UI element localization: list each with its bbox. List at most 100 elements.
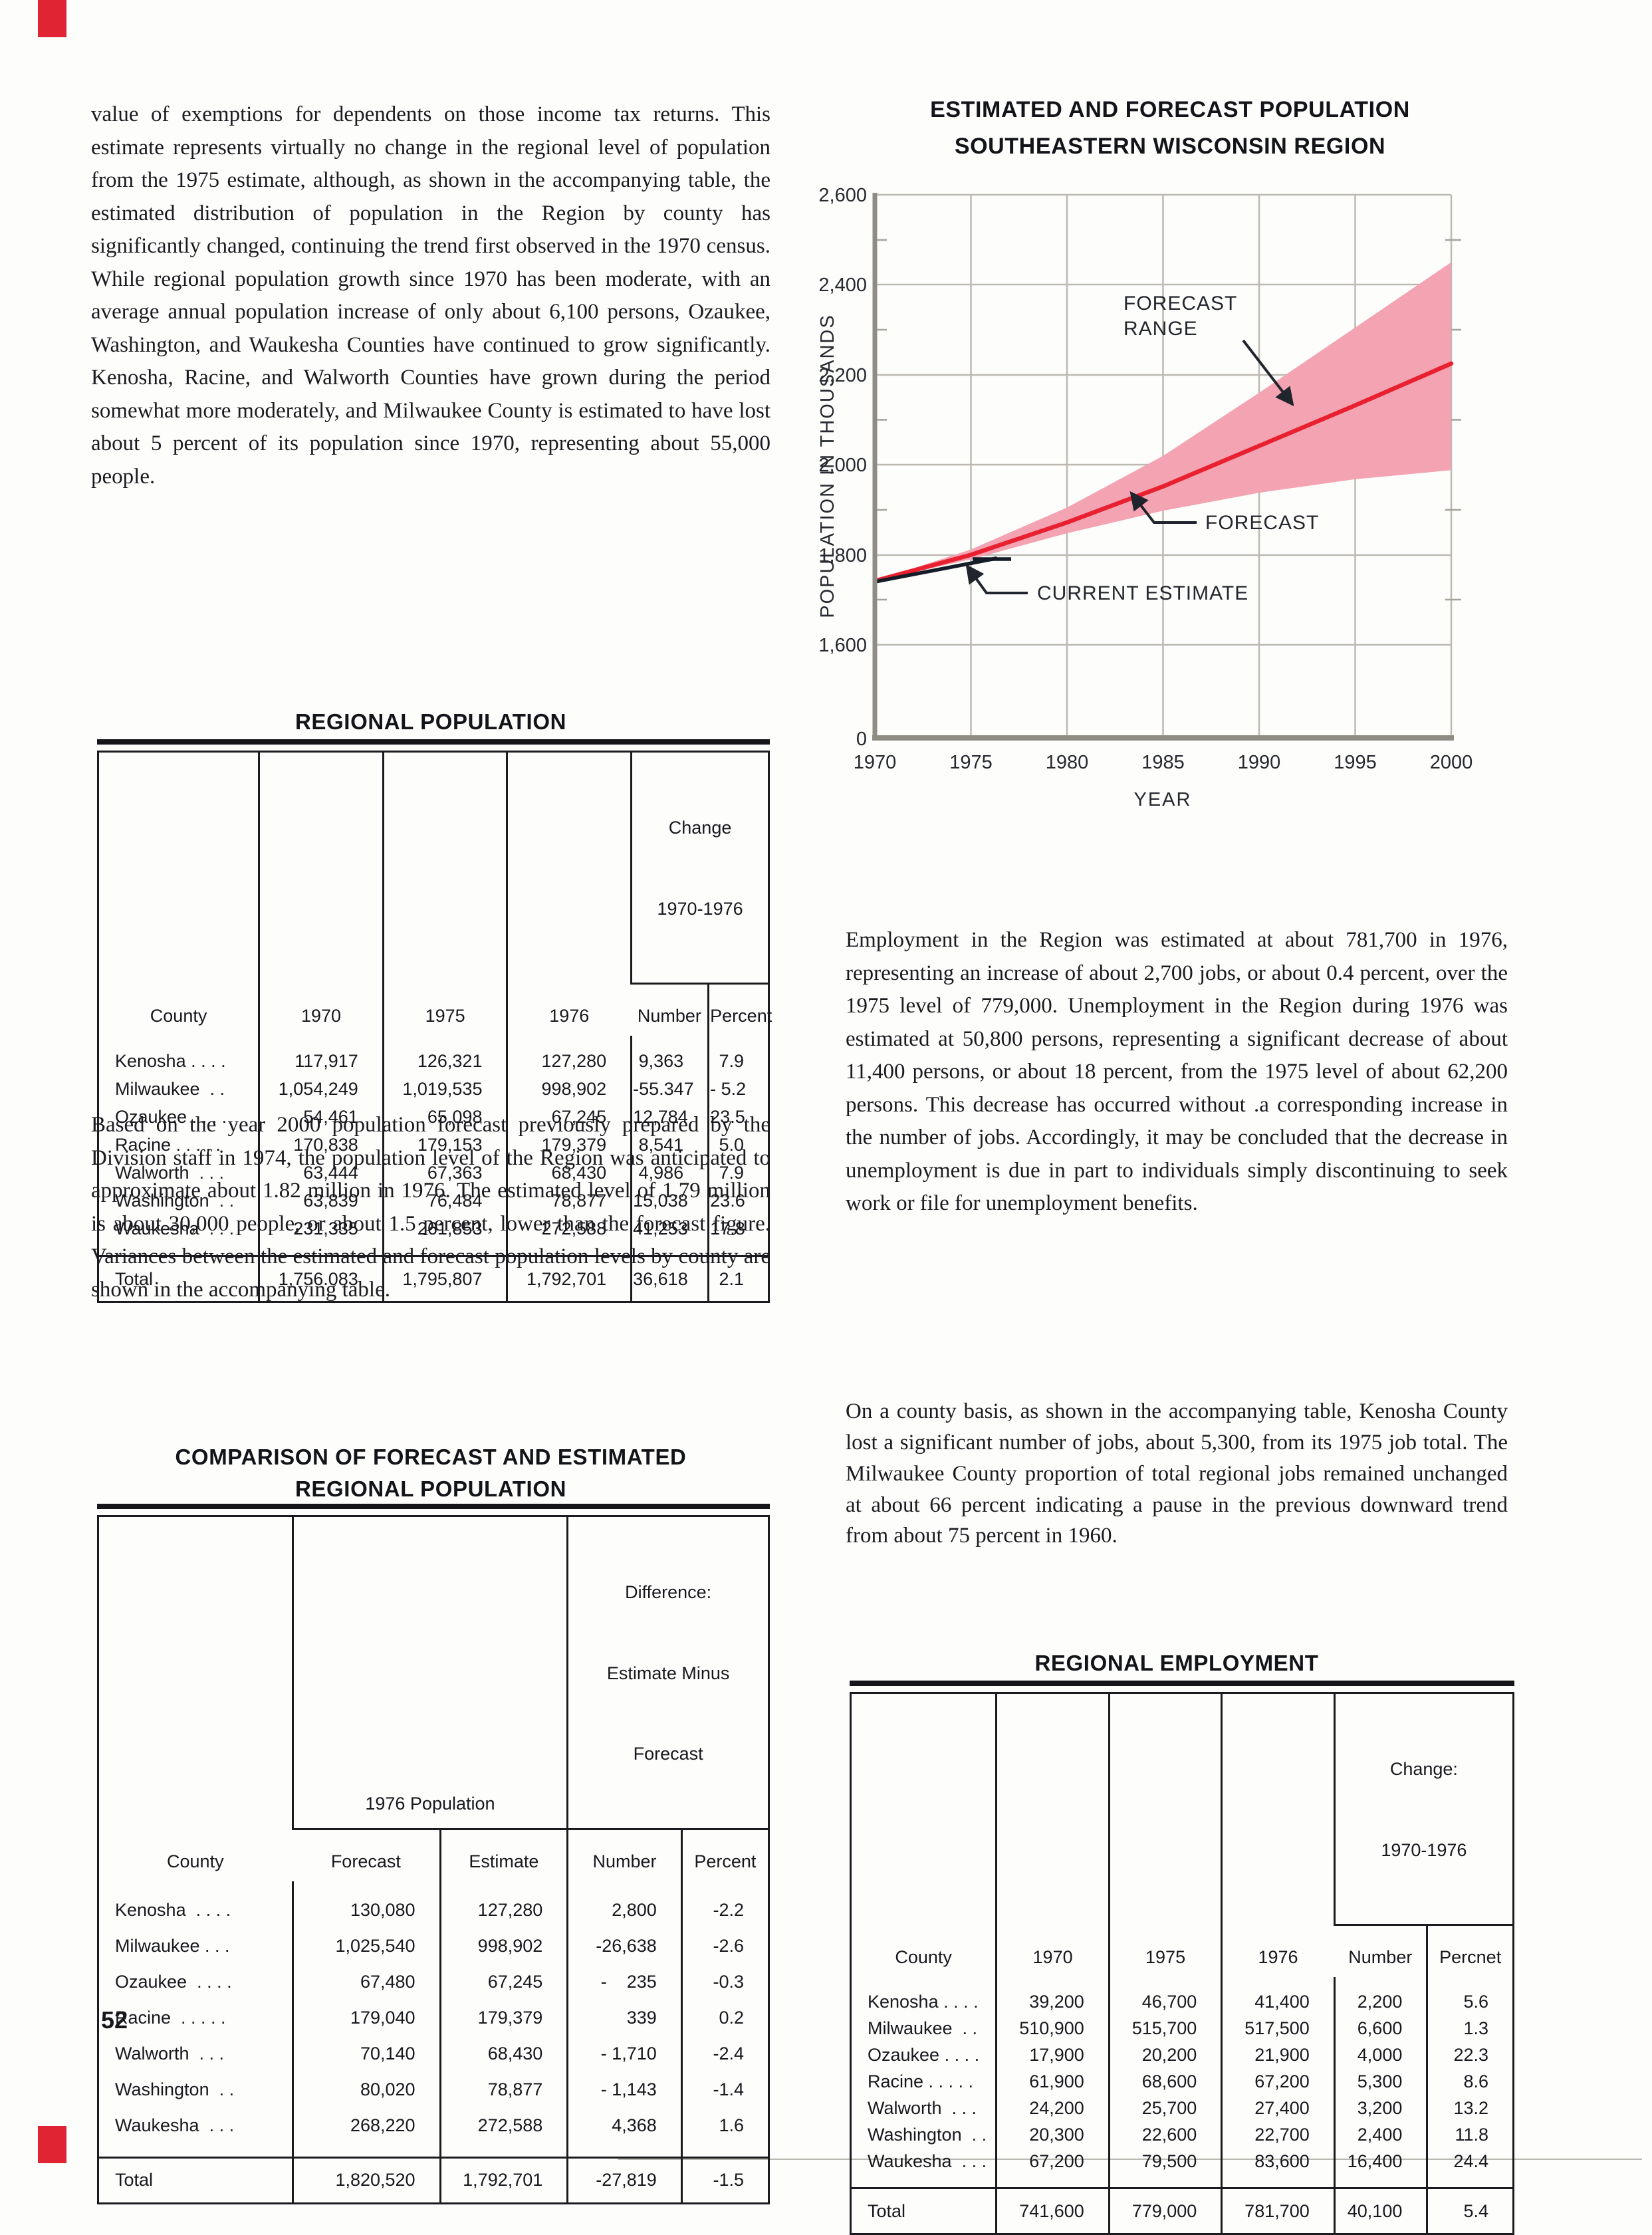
population-forecast-chart: 0 1,600 1,800 2,000 2,200 2,400 2,600 19… [817,185,1473,810]
page-number: 52 [101,2006,128,2034]
change-range: 1970-1976 [657,898,743,919]
column-header-1975: 1975 [382,751,507,1036]
column-header-1975: 1975 [1108,1693,1222,1977]
table-row: Walworth . . . 70,140 68,430- 1,710 -2.4 [98,2036,769,2072]
body-paragraph-forecast-comparison: Based on the year 2000 population foreca… [91,1113,770,1302]
red-corner-mark-top [38,0,66,37]
table-body: Kenosha . . . . 130,080 127,280 2,800 -2.2 Mi… [98,1881,769,2157]
current-estimate-line [873,556,998,584]
section-title-line1: COMPARISON OF FORECAST AND ESTIMATED [175,1445,687,1469]
svg-text:2000: 2000 [1430,752,1473,773]
red-corner-mark-bottom [38,2126,66,2163]
column-header-1976: 1976 [506,751,632,1036]
svg-text:1980: 1980 [1046,752,1089,773]
svg-text:1990: 1990 [1238,752,1281,773]
body-paragraph-population-estimate: value of exemptions for dependents on th… [91,102,770,489]
change-label: Change: [1389,1759,1458,1779]
section-title-line2: REGIONAL POPULATION [295,1476,567,1501]
table-row: Waukesha . . . 67,200 79,500 83,600 16,400 24… [851,2148,1514,2188]
column-group-difference: Difference: Estimate Minus Forecast [566,1516,769,1830]
forecast-range-label-line2: RANGE [1123,318,1198,340]
section-title-comparison: COMPARISON OF FORECAST AND ESTIMATED REG… [91,1441,770,1505]
column-header-number: Number [637,1006,701,1026]
table-row: Ozaukee . . . . 17,900 20,200 21,900 4,000 22… [851,2042,1514,2068]
body-paragraph-employment: Employment in the Region was estimated a… [846,928,1508,1215]
change-range: 1970-1976 [1381,1839,1467,1860]
table-row: Racine . . . . . 61,900 68,600 67,200 5,300 8… [851,2068,1514,2095]
table-total-row: Total 1,756.083 1,795,807 1,792,701 36,6… [98,1255,769,1302]
document-page: { "accents": { "red_tab": "#e02433", "ba… [38,0,1642,2235]
column-header-1970: 1970 [258,751,384,1036]
table-row: Washington . . 80,020 78,877- 1,143 -1.4 [98,2071,769,2108]
current-estimate-label: CURRENT ESTIMATE [1037,582,1248,604]
column-header-estimate: Estimate [439,1829,568,1881]
column-header-1970: 1970 [995,1693,1110,1977]
body-paragraph-county-jobs: On a county basis, as shown in the accom… [846,1399,1508,1548]
table-row: Waukesha . . . 268,220 272,588 4,368 1.6 [98,2107,769,2157]
section-title-regional-employment: REGIONAL EMPLOYMENT [1034,1651,1319,1675]
column-group-change: Change 1970-1976 [630,751,769,985]
table-top-rule [850,1681,1514,1686]
table-row: Ozaukee . . . . 54,461 65,098 67,245 12,784 2… [98,1103,769,1131]
svg-text:2,200: 2,200 [818,365,867,386]
y-axis-title: POPULATION IN THOUSANDS [817,314,838,618]
forecast-range-label-line1: FORECAST [1123,293,1237,314]
table-body: Kenosha . . . . 39,200 46,700 41,400 2,200 5.… [851,1977,1514,2188]
table-row: Ozaukee . . . . 67,480 67,245- 235 -0.3 [98,1964,769,2000]
forecast-arrow [1129,491,1197,524]
svg-text:1995: 1995 [1334,752,1377,773]
column-header-percent: Percent [680,1829,769,1881]
column-header-number: Number [1348,1947,1413,1967]
section-title-regional-population: REGIONAL POPULATION [295,709,567,734]
table-row: Kenosha . . . . 39,200 46,700 41,400 2,200 5.… [851,1977,1514,2015]
chart-title: ESTIMATED AND FORECAST POPULATION SOUTHE… [824,92,1516,165]
forecast-label: FORECAST [1205,512,1319,534]
table-row: Racine . . . . . 170,838 179,153 179,379 8,5… [98,1131,769,1159]
x-axis-title: YEAR [1134,789,1192,810]
column-header-percent: Percnet [1426,1925,1514,1977]
x-axis-tick-labels: 1970 1975 1980 1985 1990 1995 2000 [854,752,1473,773]
chart-annotations: FORECAST RANGE FORECAST CURRENT ESTIMATE [965,293,1319,604]
table-row: Kenosha . . . . 117,917 126,321 127,280 9,36… [98,1036,769,1075]
svg-text:2,400: 2,400 [818,275,867,296]
current-estimate-arrow [965,564,1028,594]
table-top-rule [97,739,770,745]
svg-text:0: 0 [856,729,867,750]
difference-label-line2: Estimate Minus [606,1663,730,1683]
table-body: Kenosha . . . . 117,917 126,321 127,280 9,36… [98,1036,769,1256]
svg-text:1975: 1975 [949,752,993,773]
table-total-row: Total 741,600 779,000 781,700 40,100 5.4 [850,2187,1514,2234]
chart-title-line2: SOUTHEASTERN WISCONSIN REGION [954,134,1386,160]
difference-label-line1: Difference: [625,1582,712,1602]
svg-text:1970: 1970 [854,752,897,773]
table-row: Waukesha . . . 231,335 261,853 272,588 41,25… [98,1215,769,1256]
table-row: Walworth . . . 63,444 67,363 68,430 4,986 7.9 [98,1159,769,1187]
difference-label-line3: Forecast [633,1744,703,1764]
forecast-range-band [875,262,1451,581]
change-label: Change [668,818,732,838]
chart-title-line1: ESTIMATED AND FORECAST POPULATION [930,97,1410,122]
table-total-row: Total 1,820,520 1,792,701 -27,819 -1.5 [98,2156,769,2203]
y-axis-tick-labels: 0 1,600 1,800 2,000 2,200 2,400 2,600 [818,185,867,750]
column-header-number: Number [566,1829,682,1881]
svg-text:1985: 1985 [1141,752,1185,773]
table-row: Milwaukee . . . 1,025,540 998,902 -26,638 -2… [98,1928,769,1964]
forecast-range-arrow [1242,339,1294,407]
column-header-percent: Percent [707,983,772,1036]
column-header-1976: 1976 [1221,1693,1335,1977]
column-header-county: County [895,1947,952,1967]
regional-employment-table: County 1970 1975 1976 Change: 1970-1976 … [850,1681,1514,2235]
svg-text:1,800: 1,800 [818,545,867,566]
column-header-county: County [150,1006,207,1026]
table-row: Walworth . . . 24,200 25,700 27,400 3,200 13.… [851,2095,1514,2121]
chart-axes [872,193,1454,741]
svg-text:2,600: 2,600 [818,185,867,206]
svg-text:1,600: 1,600 [818,635,867,656]
comparison-population-table: County 1976 Population Difference: Estim… [97,1504,770,2204]
svg-text:2,000: 2,000 [818,455,867,476]
table-row: Washington . . 20,300 22,600 22,700 2,400 11.… [851,2121,1514,2148]
table-row: Milwaukee . . 1,054,249 1,019,535 998,902 -5… [98,1075,769,1103]
forecast-line [872,361,1454,584]
regional-population-table: County 1970 1975 1976 Change 1970-1976 N… [97,739,772,1303]
table-row: Racine . . . . . 179,040 179,379 339 0.2 [98,2000,769,2036]
